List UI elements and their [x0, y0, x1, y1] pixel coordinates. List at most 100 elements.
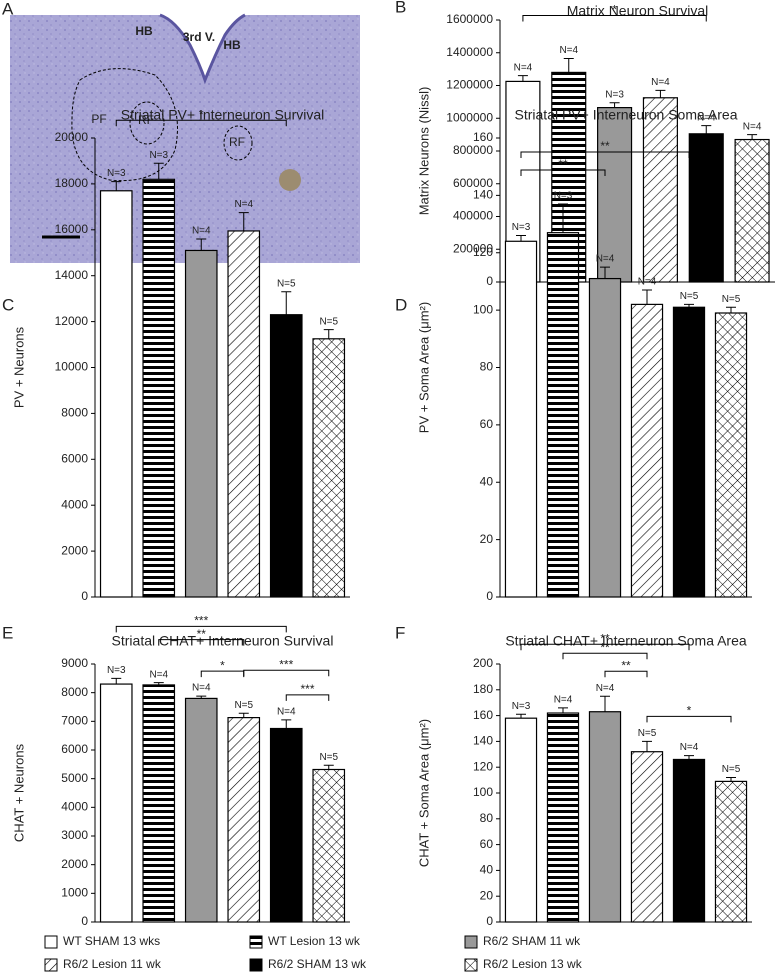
significance-bracket	[520, 643, 690, 651]
n-label: N=4	[554, 695, 573, 706]
y-tick-label: 60	[480, 837, 494, 851]
n-label: N=5	[638, 728, 657, 739]
y-tick-label: 80	[480, 360, 494, 374]
y-tick-label: 0	[81, 914, 88, 928]
error-bar	[558, 203, 568, 233]
bar	[312, 338, 346, 598]
y-tick-label: 40	[480, 474, 494, 488]
bar	[227, 717, 261, 923]
bar	[269, 314, 303, 598]
y-tick-label: 800000	[453, 143, 493, 157]
bar	[672, 306, 706, 598]
error-bar	[196, 238, 207, 251]
error-bar	[196, 695, 207, 699]
n-label: N=4	[559, 45, 578, 56]
error-bar	[323, 764, 334, 770]
y-tick-label: 4000	[61, 497, 88, 511]
significance-label: ***	[279, 657, 293, 671]
y-tick-label: 14000	[55, 268, 89, 282]
error-bar	[642, 740, 652, 752]
error-bar	[747, 134, 758, 140]
bar	[99, 683, 133, 923]
significance-label: *	[612, 3, 617, 17]
bar	[504, 240, 538, 598]
n-label: N=3	[512, 701, 531, 712]
panel-letter: F	[395, 623, 405, 642]
y-tick-label: 1000	[61, 886, 88, 900]
panel-letter: A	[2, 0, 14, 18]
error-bar	[563, 57, 574, 73]
region-label: HB	[135, 24, 153, 38]
significance-label: **	[621, 658, 631, 672]
n-label: N=4	[234, 199, 253, 210]
significance-label: ***	[194, 614, 208, 628]
significance-bracket	[522, 14, 707, 22]
n-label: N=4	[638, 277, 657, 288]
legend-label: R6/2 Lesion 13 wk	[483, 957, 583, 971]
chart-title: Matrix Neuron Survival	[567, 3, 709, 19]
bar	[142, 684, 176, 923]
n-label: N=4	[596, 254, 615, 265]
bar	[630, 751, 664, 923]
y-tick-label: 40	[480, 863, 494, 877]
n-label: N=4	[596, 683, 615, 694]
error-bar	[111, 677, 122, 685]
panel-letter: C	[2, 295, 14, 314]
legend-swatch	[464, 935, 478, 949]
significance-label: **	[600, 139, 610, 153]
significance-label: **	[558, 157, 568, 171]
significance-bracket	[646, 715, 732, 723]
y-tick-label: 1200000	[446, 78, 493, 92]
n-label: N=3	[554, 191, 573, 202]
error-bar	[558, 707, 568, 714]
n-label: N=3	[512, 222, 531, 233]
y-tick-label: 1000000	[446, 110, 493, 124]
significance-bracket	[520, 151, 690, 158]
y-tick-label: 18000	[55, 176, 89, 190]
micrograph	[10, 13, 360, 263]
error-bar	[600, 695, 610, 712]
n-label: N=5	[234, 700, 253, 711]
region-label: PF	[91, 112, 106, 126]
legend-label: R6/2 Lesion 11 wk	[63, 957, 162, 971]
region-label: HB	[223, 38, 241, 52]
legend-swatch	[44, 958, 58, 972]
legend-swatch	[44, 935, 58, 949]
bar	[588, 277, 622, 598]
y-tick-label: 200000	[453, 241, 493, 255]
y-tick-label: 100	[473, 302, 493, 316]
error-bar	[684, 755, 694, 760]
panel-letter: E	[2, 623, 13, 642]
significance-bracket	[520, 169, 606, 176]
y-tick-label: 0	[81, 589, 88, 603]
bar	[312, 768, 346, 923]
significance-label: **	[600, 631, 610, 645]
error-bar	[517, 75, 528, 82]
y-tick-label: 8000	[61, 685, 88, 699]
significance-label: *	[687, 704, 692, 718]
y-tick-label: 1600000	[446, 12, 493, 26]
error-bar	[726, 777, 736, 782]
y-tick-label: 3000	[61, 828, 88, 842]
bar	[269, 727, 303, 923]
bar	[184, 249, 218, 598]
y-tick-label: 160	[473, 708, 493, 722]
significance-label: **	[197, 627, 207, 641]
error-bar	[238, 212, 249, 231]
error-bar	[655, 89, 666, 98]
panel-letter: B	[395, 0, 406, 16]
bar	[227, 230, 261, 598]
error-bar	[600, 266, 610, 279]
y-tick-label: 16000	[55, 222, 89, 236]
y-tick-label: 0	[486, 589, 493, 603]
y-tick-label: 120	[473, 245, 493, 259]
error-bar	[281, 291, 292, 315]
bar	[142, 178, 176, 598]
bar	[714, 780, 748, 923]
bar	[546, 232, 580, 598]
error-bar	[153, 162, 164, 180]
significance-label: *	[220, 658, 225, 672]
y-tick-label: 160	[473, 130, 493, 144]
legend-swatch	[249, 935, 263, 949]
